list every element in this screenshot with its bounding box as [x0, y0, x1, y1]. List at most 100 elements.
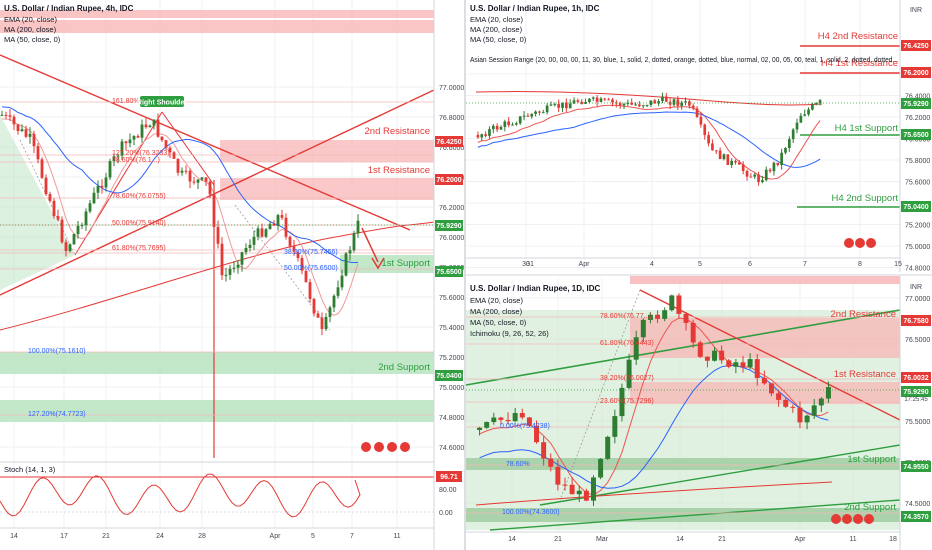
zone-4h-top-red-2 [0, 20, 434, 33]
candle-body [780, 152, 783, 165]
flag-icon[interactable] [844, 238, 854, 248]
flag-icon[interactable] [855, 238, 865, 248]
stoch-line [0, 473, 361, 518]
currency-1d: INR [910, 284, 922, 291]
flag-icon[interactable] [853, 514, 863, 524]
candle-body [684, 101, 687, 103]
candle-body [44, 177, 48, 195]
candle-body [561, 102, 564, 108]
candle-body [96, 185, 100, 193]
flag-icon[interactable] [831, 514, 841, 524]
candle-body [534, 425, 540, 443]
price-tag-label: 75.9290 [903, 389, 928, 396]
candle-body [799, 115, 803, 123]
candle-body [634, 104, 637, 106]
candle-body [590, 477, 596, 501]
x-axis-1d[interactable]: 14 21 Mar 14 21 Apr 11 18 [508, 536, 897, 543]
news-icons-1d[interactable] [831, 514, 874, 524]
candle-body [645, 104, 649, 106]
candle-body [761, 377, 767, 384]
candle-body [100, 185, 104, 188]
price-tag [435, 174, 463, 185]
y-tick-label: 75.5000 [905, 419, 930, 426]
trendline-1d-green-top [465, 309, 901, 386]
candle-body [480, 134, 484, 138]
candle-body [804, 415, 810, 423]
x-tick-label: 28 [198, 533, 206, 540]
flag-icon[interactable] [400, 442, 410, 452]
legend-1d-ichimoku: Ichimoku (9, 26, 52, 26) [470, 329, 549, 338]
candle-body [180, 170, 184, 173]
price-tag [901, 461, 931, 472]
price-tag-label: 74.3570 [903, 514, 928, 521]
candle-body [603, 98, 607, 100]
candle-body [148, 125, 152, 128]
fib-4h-guide-1 [19, 139, 76, 256]
candle-body [526, 115, 530, 117]
candle-body [680, 102, 684, 106]
candle-body [484, 422, 490, 428]
y-tick-label: 75.0000 [905, 244, 930, 251]
y-tick-label: 76.8000 [439, 115, 464, 122]
candle-body [40, 159, 44, 178]
candle-body [633, 337, 639, 360]
candle-body [818, 398, 824, 406]
legend-4h-ma200: MA (200, close) [4, 25, 57, 34]
candle-body [699, 116, 703, 125]
candle-body [8, 115, 12, 117]
candle-body [328, 307, 332, 317]
candle-body [697, 342, 703, 357]
projection-arrow [361, 227, 379, 263]
candle-body [690, 322, 696, 343]
candle-body [811, 405, 817, 416]
y-tick-label: 75.2000 [439, 355, 464, 362]
candle-body [703, 124, 707, 136]
candle-body [288, 236, 292, 247]
candle-body [814, 103, 818, 105]
candle-body [576, 490, 582, 495]
price-tag-label: 76.0032 [903, 375, 928, 382]
zone-1d-top-red [630, 276, 900, 284]
fib-4h-label-1272: 127.20%(76.3233) [112, 150, 170, 157]
x-tick-label: 7 [350, 533, 354, 540]
candle-body [208, 181, 212, 195]
x-tick-label: Apr [270, 533, 282, 540]
candle-body [518, 116, 522, 124]
candle-body [605, 436, 611, 459]
flag-icon[interactable] [864, 514, 874, 524]
news-icons-4h[interactable] [361, 442, 410, 452]
candle-body [168, 147, 172, 153]
candle-body [588, 98, 591, 103]
candle-body [512, 413, 518, 422]
price-tags-1h: 76.4250 76.2000 75.9290 75.6500 75.0400 [901, 40, 931, 212]
candle-body [734, 160, 737, 163]
candle-body [737, 162, 741, 165]
price-tag-label: 76.2000 [436, 177, 461, 184]
candle-body [672, 99, 676, 105]
flag-icon[interactable] [866, 238, 876, 248]
stoch-tick-0: 0.00 [439, 510, 453, 517]
ma50-1d [479, 364, 829, 489]
x-axis-4h[interactable]: 14 17 21 24 28 Apr 5 7 11 [10, 533, 401, 540]
flag-icon[interactable] [387, 442, 397, 452]
x-tick-label: 6 [748, 261, 752, 268]
candle-body [714, 150, 718, 152]
x-tick-label: 21 [102, 533, 110, 540]
x-tick-label: 21 [554, 536, 562, 543]
candle-body [790, 406, 796, 408]
flag-icon[interactable] [842, 514, 852, 524]
zone-4h-fib-support [0, 400, 434, 422]
candle-body [719, 350, 725, 361]
news-icons-1h[interactable] [844, 238, 876, 248]
candle-body [84, 211, 88, 225]
flag-icon[interactable] [374, 442, 384, 452]
y-tick-label: 76.2000 [905, 115, 930, 122]
candle-body [511, 124, 514, 126]
candle-body [4, 114, 8, 116]
candle-body [572, 100, 576, 104]
zone-1d-2nd-resistance [630, 318, 900, 358]
fib-4h-label-786b: 78.60%(76.0755) [112, 193, 166, 200]
flag-icon[interactable] [361, 442, 371, 452]
